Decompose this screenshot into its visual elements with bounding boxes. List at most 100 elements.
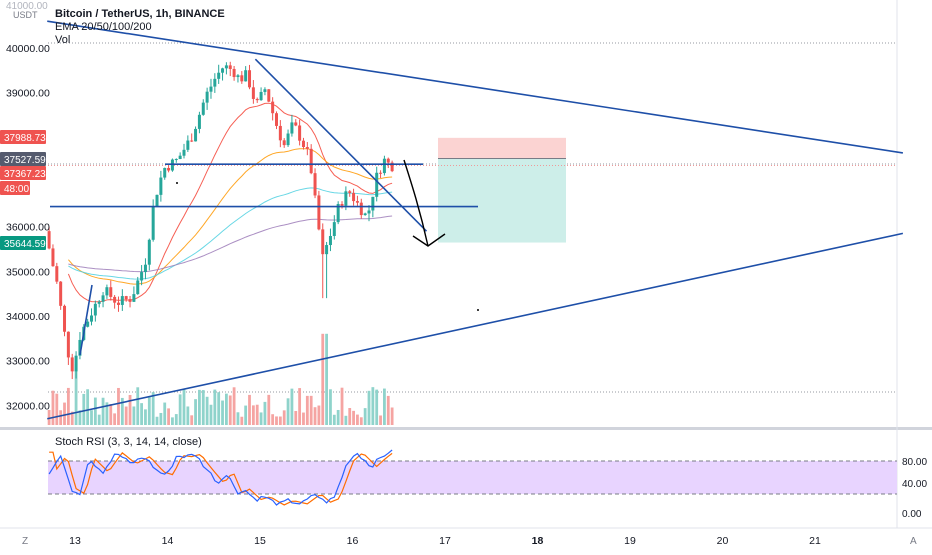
candle-body [132,294,136,302]
candle-body [178,155,182,160]
volume-bar [144,409,147,425]
stoch-rsi-label[interactable]: Stoch RSI (3, 3, 14, 14, close) [55,436,202,448]
candle-body [271,101,275,114]
candle-body [197,114,201,129]
candle-body [147,239,151,265]
indicator-vol-label[interactable]: Vol [55,34,71,46]
indicator-ema-label[interactable]: EMA 20/50/100/200 [55,21,152,33]
stoch-rsi-d-line [49,451,393,506]
currency-label[interactable]: USDT [13,10,38,20]
candle-body [328,235,332,246]
volume-bar [159,412,163,425]
volume-bar [248,394,251,425]
symbol-title[interactable]: Bitcoin / TetherUS, 1h, BINANCE [55,8,225,20]
volume-bar [302,412,305,425]
zoom-button-label[interactable]: Z [22,536,28,547]
short-trendline[interactable] [79,284,93,356]
candle-body [352,192,356,202]
candle-body [55,266,59,282]
candle-body [66,331,70,358]
drawn-arrow-head[interactable] [412,233,446,247]
price-tag[interactable] [0,152,46,166]
volume-bar [325,333,328,425]
candle-body [240,75,244,82]
volume-bar [174,414,178,425]
volume-bar [313,407,317,425]
stop-loss-zone[interactable] [438,137,566,159]
volume-bar [78,410,82,425]
volume-bar [232,387,236,425]
price-tag-label: 37988.73 [4,133,46,144]
candle-body [86,321,90,327]
time-axis-label: 13 [69,535,81,547]
candle-body [190,140,194,142]
candle-body [101,295,105,302]
volume-bar [228,395,232,425]
price-axis-label: 36000.00 [6,222,50,234]
lower-trendline[interactable] [47,232,904,420]
volume-bar [359,417,363,425]
volume-bar [136,387,140,425]
volume-bar [201,390,205,425]
candle-body [274,113,278,126]
dot-marker [176,182,178,184]
auto-scale-button-label[interactable]: A [910,536,917,547]
descending-trendline[interactable] [254,58,428,232]
volume-bar [120,397,124,425]
candle-body [51,248,55,267]
candle-body [120,296,124,305]
candle-body [116,302,120,305]
volume-bar [101,397,105,425]
volume-bar [55,393,59,425]
volume-bar [240,416,244,425]
candle-body [159,177,163,195]
candle-body [232,68,236,78]
price-tag[interactable] [0,236,46,250]
price-tag-label: 48:00 [4,184,29,195]
candle-body [321,229,325,255]
price-tag[interactable] [0,181,30,195]
volume-bar [386,395,390,425]
volume-bar [128,394,132,425]
candle-body [186,140,190,150]
volume-bar [63,402,66,425]
candle-body [224,65,228,69]
candle-body [301,140,305,148]
volume-bar [259,412,263,425]
candle-body [170,159,174,171]
take-profit-zone[interactable] [438,158,566,243]
time-axis-label: 20 [717,535,729,547]
price-tag[interactable] [0,130,46,144]
candle-body [109,287,113,297]
volume-bar [209,404,213,425]
dot-marker [477,309,479,311]
volume-bar [348,408,352,425]
time-axis-label: 18 [532,535,544,547]
upper-trendline[interactable] [47,20,903,154]
candle-body [282,140,286,146]
candle-body [105,287,109,296]
volume-bar [271,414,275,425]
volume-bar [267,394,271,425]
candle-body [390,162,394,172]
volume-bar [171,417,174,425]
volume-bar [217,392,221,425]
volume-bar [167,408,170,425]
volume-bar [82,393,86,425]
candle-body [74,355,78,372]
volume-bar [321,333,325,425]
volume-bar [317,405,321,425]
volume-bar [213,389,217,425]
candle-body [221,68,225,73]
candle-body [267,89,271,102]
volume-bar [109,404,113,425]
candle-body [278,125,282,141]
drawn-arrow-shaft[interactable] [403,159,429,247]
volume-bar [97,414,101,425]
candle-body [78,339,82,356]
price-tag[interactable] [0,166,46,180]
stoch-rsi-band [48,461,897,494]
candle-body [201,102,205,115]
